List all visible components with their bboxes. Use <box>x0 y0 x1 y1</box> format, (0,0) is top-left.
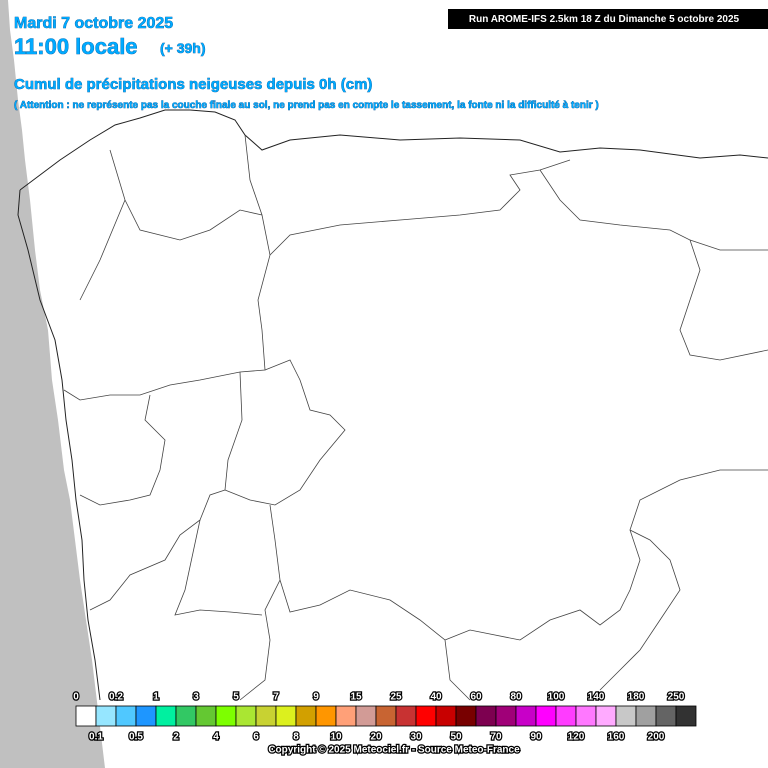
legend-label: 250 <box>668 692 685 703</box>
legend-swatch <box>655 705 677 727</box>
legend-label: 0.2 <box>109 692 123 703</box>
legend-swatch <box>255 705 277 727</box>
legend-label: 9 <box>313 692 319 703</box>
legend-label: 6 <box>253 732 259 743</box>
legend-label: 30 <box>410 732 422 743</box>
forecast-time: 11:00 locale <box>14 34 138 59</box>
legend: 0 0.1 0.2 0.5 1 2 3 4 5 6 7 8 9 10 15 20 25 30 40 50 60 70 80 9… <box>72 690 697 744</box>
legend-label: 8 <box>293 732 299 743</box>
legend-label: 50 <box>450 732 462 743</box>
legend-swatch <box>515 705 537 727</box>
legend-label: 200 <box>648 732 665 743</box>
run-box <box>448 9 768 29</box>
forecast-lead: (+ 39h) <box>160 40 206 56</box>
legend-label: 20 <box>370 732 382 743</box>
legend-label: 100 <box>548 692 565 703</box>
legend-swatch <box>215 705 237 727</box>
legend-swatch <box>135 705 157 727</box>
legend-label: 0.5 <box>129 732 143 743</box>
legend-swatch <box>275 705 297 727</box>
legend-label: 7 <box>273 692 279 703</box>
legend-swatch <box>435 705 457 727</box>
legend-label: 120 <box>568 732 585 743</box>
legend-swatch <box>555 705 577 727</box>
legend-swatch <box>195 705 217 727</box>
legend-swatch <box>155 705 177 727</box>
legend-swatch <box>635 705 657 727</box>
legend-label: 160 <box>608 732 625 743</box>
sea-mask <box>0 0 105 768</box>
legend-swatch <box>235 705 257 727</box>
run-info: Run AROME-IFS 2.5km 18 Z du Dimanche 5 o… <box>469 14 740 25</box>
map-note: ( Attention : ne représente pas la couch… <box>14 100 599 111</box>
forecast-date: Mardi 7 octobre 2025 <box>14 15 173 32</box>
legend-label: 60 <box>470 692 482 703</box>
legend-swatch <box>315 705 337 727</box>
legend-swatch <box>455 705 477 727</box>
legend-label: 0.1 <box>89 732 103 743</box>
legend-swatch <box>115 705 137 727</box>
legend-swatch <box>175 705 197 727</box>
legend-label: 5 <box>233 692 239 703</box>
legend-swatch <box>295 705 317 727</box>
legend-swatch <box>495 705 517 727</box>
legend-swatch <box>615 705 637 727</box>
legend-swatch <box>375 705 397 727</box>
legend-label: 180 <box>628 692 645 703</box>
copyright: Copyright © 2025 Meteociel.fr - Source M… <box>268 745 520 756</box>
legend-label: 140 <box>588 692 605 703</box>
legend-label: 90 <box>530 732 542 743</box>
legend-swatch <box>335 705 357 727</box>
legend-label: 80 <box>510 692 522 703</box>
legend-swatch <box>355 705 377 727</box>
legend-label: 2 <box>173 732 179 743</box>
legend-label: 25 <box>390 692 402 703</box>
legend-label: 15 <box>350 692 362 703</box>
legend-label: 3 <box>193 692 199 703</box>
legend-swatch <box>95 705 117 727</box>
legend-swatch <box>75 705 97 727</box>
legend-swatch <box>575 705 597 727</box>
legend-label: 10 <box>330 732 342 743</box>
legend-swatch <box>675 705 697 727</box>
legend-swatch <box>475 705 497 727</box>
legend-label: 40 <box>430 692 442 703</box>
map-borders <box>17 109 768 701</box>
map-title: Cumul de précipitations neigeuses depuis… <box>14 76 372 93</box>
legend-label: 0 <box>73 692 79 703</box>
legend-swatch <box>395 705 417 727</box>
legend-label: 70 <box>490 732 502 743</box>
legend-swatch <box>415 705 437 727</box>
legend-swatch <box>595 705 617 727</box>
legend-swatch <box>535 705 557 727</box>
legend-label: 4 <box>213 732 219 743</box>
legend-label: 1 <box>153 692 159 703</box>
